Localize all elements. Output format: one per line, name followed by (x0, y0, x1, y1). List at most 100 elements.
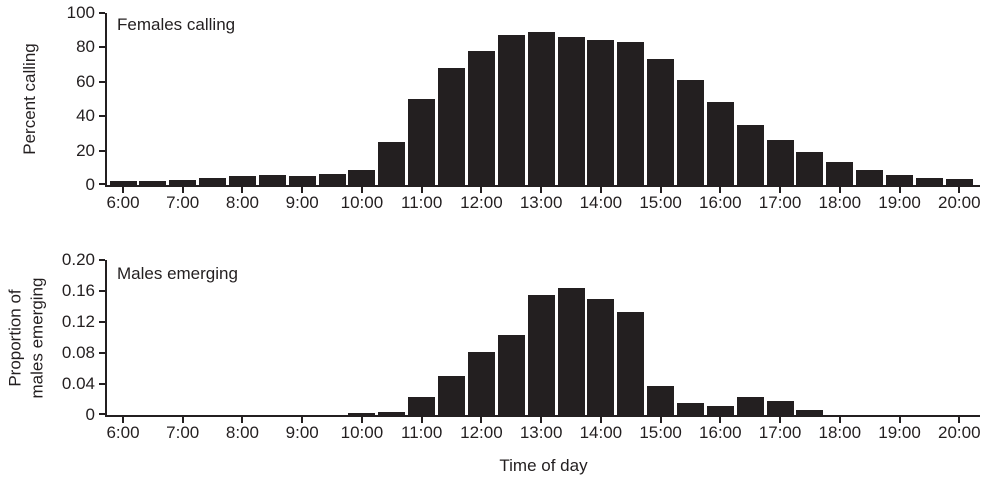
bar-17:30 (796, 410, 824, 415)
males-y-axis-title-line-1: Proportion of (5, 288, 25, 387)
bar-15:00 (647, 59, 675, 185)
y-tick-label-40: 40 (76, 106, 95, 126)
y-tick-0.20 (99, 259, 105, 261)
bar-15:30 (676, 80, 704, 185)
bar-16:30 (736, 397, 764, 415)
y-tick-0 (99, 413, 105, 415)
males-chart-title: Males emerging (117, 264, 238, 283)
y-tick-label-0.04: 0.04 (61, 374, 95, 393)
x-tick-label-18:00: 18:00 (818, 423, 862, 442)
x-tick-label-20:00: 20:00 (937, 193, 981, 212)
x-tick-6:00 (122, 415, 124, 423)
y-tick-80 (99, 46, 105, 49)
x-tick-20:00 (958, 185, 961, 193)
x-tick-label-20:00: 20:00 (937, 423, 981, 442)
x-tick-19:00 (898, 415, 901, 423)
x-tick-11:00 (420, 185, 423, 193)
bar-12:30 (497, 335, 525, 415)
x-tick-18:00 (838, 415, 841, 423)
x-tick-label-15:00: 15:00 (639, 193, 682, 212)
x-tick-label-17:00: 17:00 (758, 423, 802, 442)
bar-20:00 (945, 178, 973, 185)
bar-13:00 (527, 294, 555, 415)
bar-17:00 (766, 140, 794, 185)
bar-10:30 (378, 411, 406, 415)
x-tick-label-6:00: 6:00 (106, 423, 140, 442)
bar-8:00 (228, 176, 256, 185)
y-tick-label-0.08: 0.08 (61, 343, 95, 362)
females-y-axis-title-text: Percent calling (20, 43, 40, 155)
x-tick-label-9:00: 9:00 (285, 193, 319, 212)
x-tick-10:00 (360, 415, 363, 423)
x-tick-label-10:00: 10:00 (340, 193, 384, 212)
y-tick-label-0.20: 0.20 (61, 250, 95, 269)
bar-10:30 (378, 142, 406, 185)
males-y-axis-title: Proportion of males emerging (0, 260, 52, 415)
x-tick-18:00 (838, 185, 841, 193)
bar-13:30 (557, 37, 585, 185)
x-tick-10:00 (360, 185, 363, 193)
bar-11:00 (408, 99, 436, 185)
x-tick-15:00 (659, 415, 662, 423)
bar-14:30 (617, 42, 645, 185)
x-tick-label-8:00: 8:00 (225, 423, 259, 442)
bar-11:30 (438, 376, 466, 415)
y-tick-0.08 (99, 352, 105, 354)
females-y-axis-title: Percent calling (2, 13, 58, 185)
x-tick-label-17:00: 17:00 (758, 193, 802, 212)
x-tick-label-7:00: 7:00 (166, 423, 200, 442)
bar-6:00 (109, 180, 137, 185)
x-tick-17:00 (779, 185, 782, 193)
bar-16:00 (706, 102, 734, 185)
x-tick-label-11:00: 11:00 (401, 423, 443, 442)
y-tick-60 (99, 80, 105, 83)
x-tick-label-13:00: 13:00 (519, 423, 563, 442)
y-tick-40 (99, 115, 105, 118)
x-tick-7:00 (181, 185, 184, 193)
x-tick-9:00 (301, 185, 304, 193)
y-tick-label-0: 0 (85, 405, 95, 424)
x-tick-label-15:00: 15:00 (639, 423, 682, 442)
x-tick-9:00 (301, 415, 304, 423)
females-chart-title: Females calling (117, 15, 236, 34)
x-tick-label-9:00: 9:00 (285, 423, 319, 442)
y-tick-100 (99, 12, 105, 14)
x-tick-19:00 (898, 185, 901, 193)
bar-11:00 (408, 397, 436, 415)
x-tick-8:00 (241, 415, 244, 423)
bar-8:30 (258, 174, 286, 185)
x-tick-label-12:00: 12:00 (460, 423, 503, 442)
x-tick-16:00 (719, 185, 722, 193)
x-tick-label-19:00: 19:00 (878, 193, 921, 212)
x-tick-16:00 (719, 415, 722, 423)
y-tick-label-60: 60 (76, 71, 95, 91)
x-tick-6:00 (122, 185, 124, 193)
x-tick-label-14:00: 14:00 (579, 193, 623, 212)
bar-12:00 (467, 50, 495, 185)
bar-13:30 (557, 287, 585, 415)
bar-12:00 (467, 352, 495, 415)
bar-7:30 (199, 178, 227, 185)
bar-6:30 (139, 180, 167, 185)
y-tick-label-0.12: 0.12 (61, 312, 95, 331)
y-tick-label-80: 80 (76, 37, 95, 57)
x-tick-20:00 (958, 415, 961, 423)
bar-9:30 (318, 173, 346, 185)
y-tick-label-0: 0 (85, 175, 95, 194)
bar-14:00 (587, 298, 615, 415)
bar-15:00 (647, 386, 675, 415)
bar-14:00 (587, 39, 615, 185)
females-plot-area: Females calling 6:00 7:00 8:00 9:00 10:00 11:… (67, 4, 981, 213)
x-tick-label-10:00: 10:00 (340, 423, 384, 442)
x-tick-label-13:00: 13:00 (519, 193, 563, 212)
x-tick-13:00 (540, 185, 543, 193)
y-tick-0.04 (99, 383, 105, 385)
x-tick-label-7:00: 7:00 (166, 193, 200, 212)
y-tick-label-100: 100 (66, 3, 95, 22)
bar-10:00 (348, 169, 376, 185)
bar-15:30 (676, 403, 704, 415)
x-tick-15:00 (659, 185, 662, 193)
x-tick-label-11:00: 11:00 (401, 193, 443, 212)
bar-10:00 (348, 413, 376, 415)
bar-18:30 (856, 170, 884, 185)
